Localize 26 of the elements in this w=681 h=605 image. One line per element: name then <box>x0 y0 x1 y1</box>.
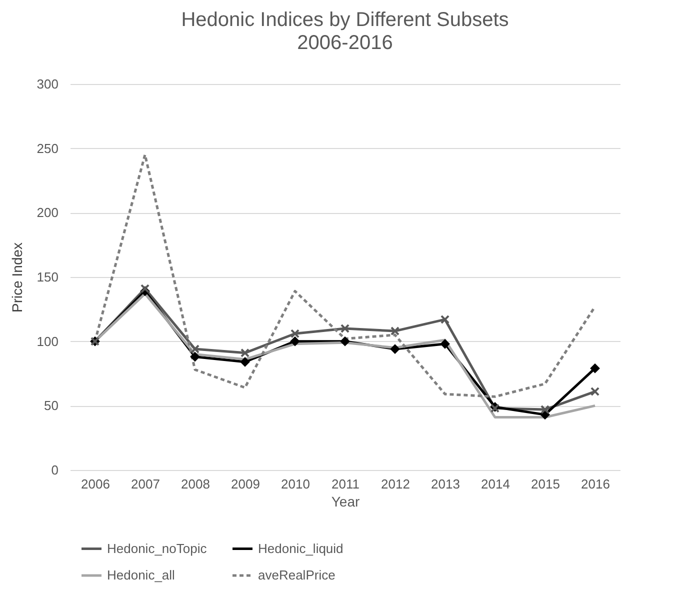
x-tick-label: 2015 <box>531 476 560 492</box>
x-tick-label: 2010 <box>281 476 310 492</box>
y-tick-label: 50 <box>44 398 58 414</box>
legend-label: Hedonic_liquid <box>258 540 344 556</box>
x-tick-label: 2012 <box>381 476 410 492</box>
x-axis-title: Year <box>331 494 360 510</box>
x-tick-label: 2013 <box>431 476 460 492</box>
x-tick-label: 2009 <box>231 476 260 492</box>
y-tick-label: 200 <box>36 205 58 220</box>
y-tick-label: 0 <box>51 462 58 478</box>
legend-label: aveRealPrice <box>258 568 336 582</box>
legend-label: Hedonic_all <box>107 568 176 582</box>
x-tick-label: 2006 <box>81 476 110 492</box>
y-axis-title: Price Index <box>8 242 25 313</box>
y-tick-label: 150 <box>36 270 58 284</box>
legend-label: Hedonic_noTopic <box>107 540 208 556</box>
chart-title: Hedonic Indices by Different Subsets <box>181 9 509 31</box>
x-tick-label: 2014 <box>481 476 510 492</box>
y-tick-label: 100 <box>36 334 58 349</box>
x-tick-label: 2007 <box>131 476 160 492</box>
chart-subtitle: 2006-2016 <box>297 32 393 54</box>
x-tick-label: 2008 <box>181 476 210 492</box>
x-tick-label: 2011 <box>332 476 360 492</box>
y-tick-label: 250 <box>36 140 58 156</box>
y-tick-label: 300 <box>36 76 58 92</box>
x-tick-label: 2016 <box>581 476 610 492</box>
